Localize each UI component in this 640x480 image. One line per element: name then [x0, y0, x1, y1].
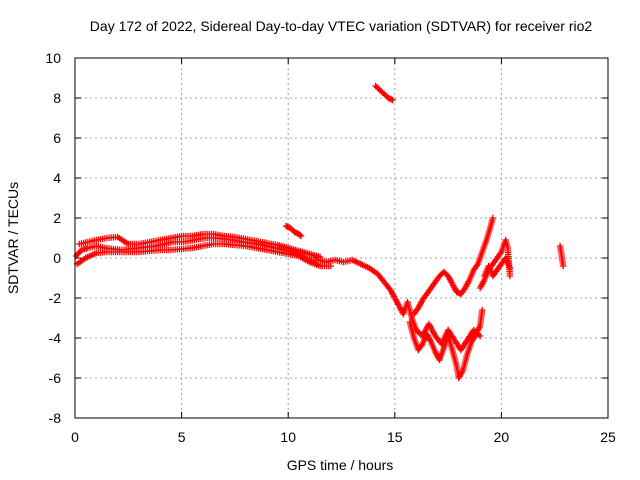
series-arc-rising — [410, 214, 497, 318]
y-tick-label: 4 — [53, 170, 61, 186]
y-tick-label: -2 — [49, 290, 62, 306]
y-tick-label: 8 — [53, 90, 61, 106]
series-arc-lower — [406, 306, 486, 382]
y-tick-label: -6 — [49, 370, 62, 386]
y-tick-label: 0 — [53, 250, 61, 266]
data-series — [72, 82, 567, 382]
y-axis-label: SDTVAR / TECUs — [5, 182, 21, 294]
x-tick-label: 15 — [387, 429, 403, 445]
x-tick-label: 25 — [600, 429, 616, 445]
y-tick-label: -4 — [49, 330, 62, 346]
series-main-trend — [72, 234, 420, 334]
series-band-lower — [73, 240, 335, 270]
y-tick-label: 10 — [45, 50, 61, 66]
x-axis-label: GPS time / hours — [287, 457, 394, 473]
plot-frame — [74, 57, 609, 419]
y-tick-label: 6 — [53, 130, 61, 146]
x-tick-label: 20 — [494, 429, 510, 445]
x-tick-label: 5 — [178, 429, 186, 445]
series-segment-19-20b — [481, 254, 514, 280]
x-tick-label: 10 — [280, 429, 296, 445]
chart-title: Day 172 of 2022, Sidereal Day-to-day VTE… — [90, 18, 593, 34]
y-tick-label: -8 — [49, 410, 62, 426]
y-tick-label: 2 — [53, 210, 61, 226]
series-spike-10 — [282, 222, 305, 240]
series-spike-14 — [372, 82, 396, 104]
x-tick-label: 0 — [71, 429, 79, 445]
series-arc-middle — [412, 320, 484, 354]
series-short-22-8 — [556, 242, 567, 270]
series-band-upper — [76, 230, 324, 261]
grid — [75, 58, 608, 418]
